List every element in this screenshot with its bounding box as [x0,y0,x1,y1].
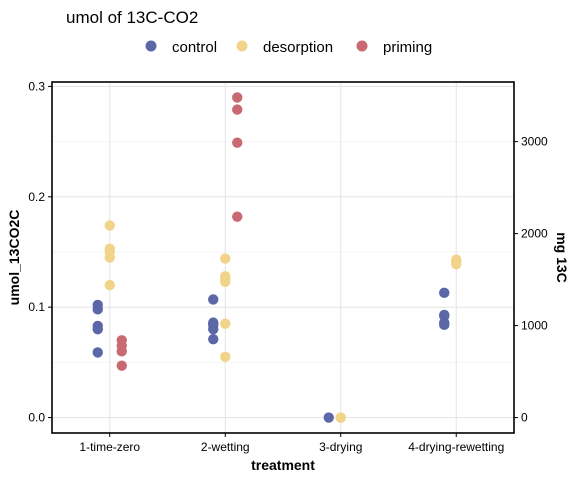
y-tick-label: 0.2 [28,190,45,204]
y-axis-title: umol_13CO2C [6,210,22,306]
legend-marker [146,41,157,52]
y-tick-label: 0.3 [28,79,45,93]
control-point [93,304,103,314]
priming-point [117,360,127,370]
legend-label: priming [383,39,432,56]
x-tick-label: 4-drying-rewetting [408,440,504,454]
plot-panel-border [52,82,514,433]
control-point [439,288,449,298]
y2-tick-label: 3000 [521,135,548,149]
x-tick-label: 1-time-zero [79,440,140,454]
control-point [93,347,103,357]
y2-tick-label: 1000 [521,319,548,333]
control-point [93,324,103,334]
desorption-point [220,352,230,362]
priming-point [232,104,242,114]
legend-label: desorption [263,39,333,56]
secondary-y-axis-title: mg 13C [554,232,570,283]
legend: control desorption priming [146,39,433,56]
desorption-point [336,412,346,422]
legend-item-priming: priming [357,39,433,56]
grid [52,82,514,433]
legend-item-desorption: desorption [237,39,334,56]
control-point [439,320,449,330]
desorption-point [220,277,230,287]
desorption-point [220,253,230,263]
legend-marker [237,41,248,52]
control-point [208,324,218,334]
priming-point [232,138,242,148]
x-axis-title: treatment [251,457,315,473]
chart-title: umol of 13C-CO2 [66,8,198,27]
control-point [208,334,218,344]
y-tick-label: 0.0 [28,411,45,425]
priming-point [232,211,242,221]
y2-tick-label: 0 [521,411,528,425]
desorption-point [105,280,115,290]
legend-label: control [172,39,217,56]
priming-point [232,92,242,102]
control-point [324,412,334,422]
priming-point [117,346,127,356]
legend-marker [357,41,368,52]
axes: 0.0 0.1 0.2 0.3 1-time-zero 2-wetting 3-drying… [28,79,548,454]
desorption-point [451,259,461,269]
desorption-point [105,220,115,230]
legend-item-control: control [146,39,218,56]
desorption-point [220,319,230,329]
desorption-point [105,252,115,262]
x-tick-label: 3-drying [319,440,362,454]
y2-tick-label: 2000 [521,227,548,241]
x-tick-label: 2-wetting [201,440,250,454]
y-tick-label: 0.1 [28,300,45,314]
control-point [208,294,218,304]
